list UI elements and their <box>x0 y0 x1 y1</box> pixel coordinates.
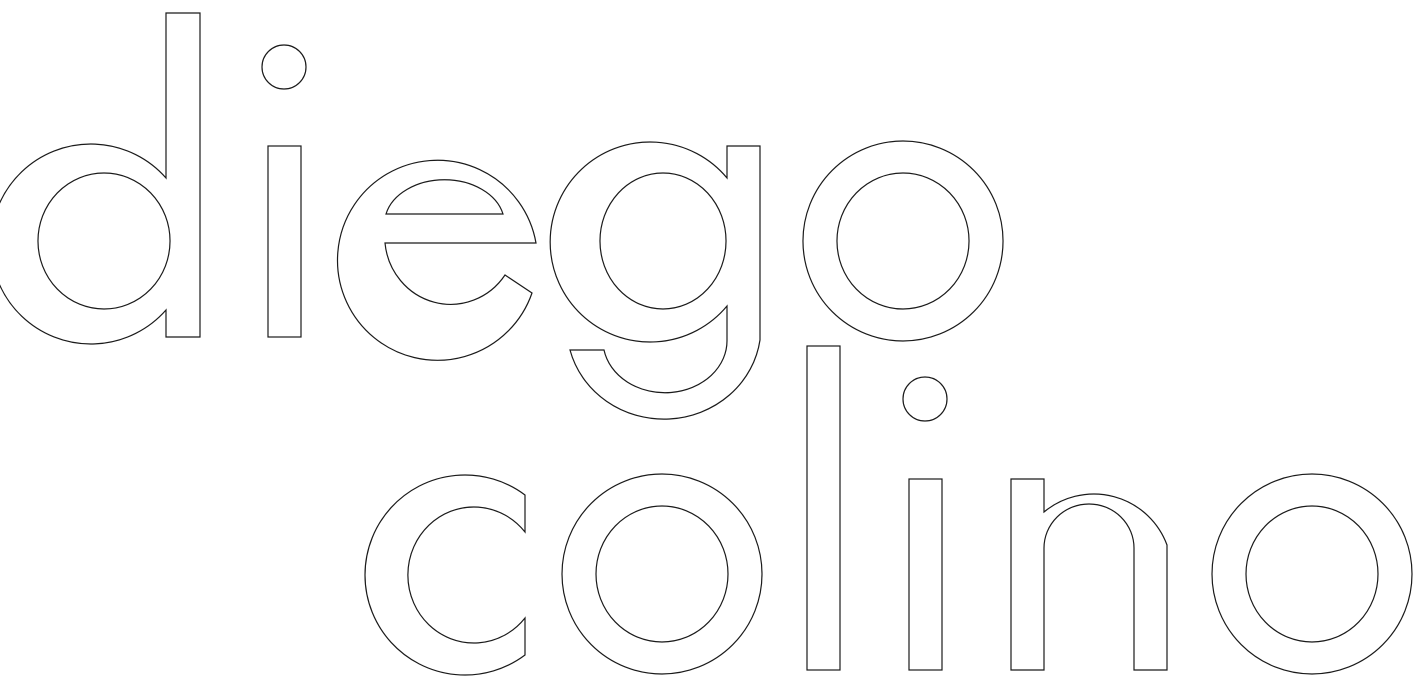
logo-letter-d <box>0 12 201 345</box>
logo-letter-i2-dot <box>902 376 948 422</box>
logo-letter-i-dot <box>261 44 307 90</box>
logo-letter-n <box>1010 478 1168 671</box>
logo-letter-o-1 <box>802 140 1004 342</box>
logo-letter-l <box>806 345 841 671</box>
logo-letter-i2-stem <box>908 478 943 671</box>
logo-letter-e <box>336 159 537 361</box>
logo-word-colino <box>364 345 1413 676</box>
logo-letter-i-stem <box>267 145 302 338</box>
logo-letter-c <box>364 474 526 676</box>
logo-letter-g <box>549 141 761 420</box>
logo-letter-o-2 <box>561 473 763 675</box>
logo-letter-o-3 <box>1211 473 1413 675</box>
logo-word-diego <box>0 12 1004 420</box>
